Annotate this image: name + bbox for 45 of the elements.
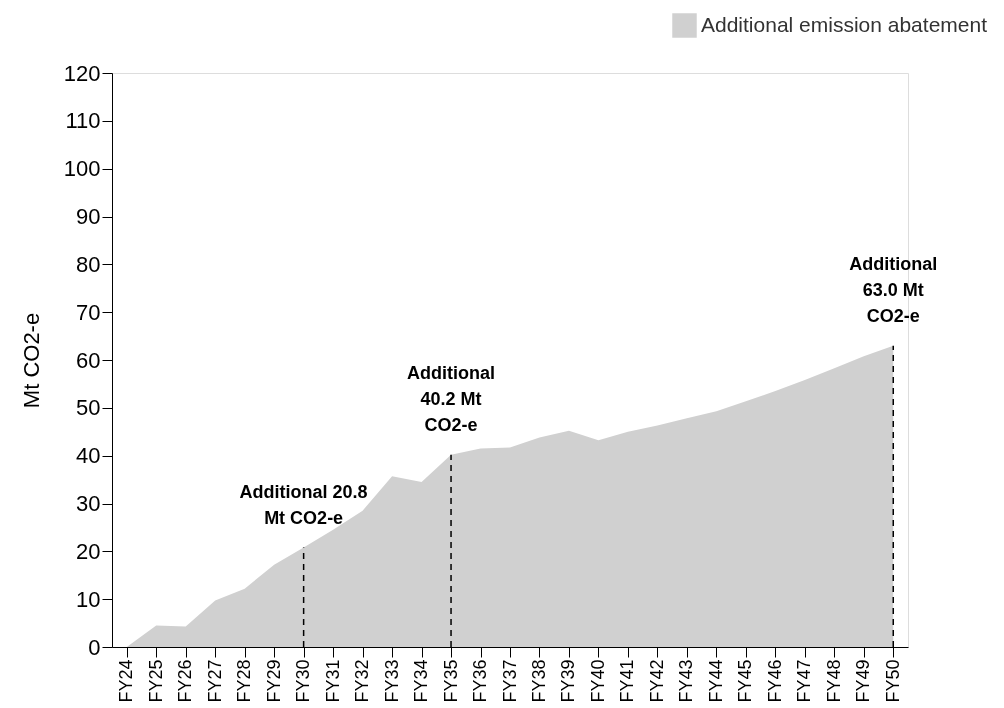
x-tick-label: FY24 bbox=[116, 659, 137, 703]
x-tick-label: FY38 bbox=[528, 659, 549, 703]
x-tick-label: FY25 bbox=[145, 659, 166, 703]
y-tick-label: 60 bbox=[76, 347, 101, 373]
y-tick-label: 70 bbox=[76, 299, 101, 325]
x-tick-label: FY42 bbox=[646, 659, 667, 703]
y-tick-label: 80 bbox=[76, 251, 101, 277]
y-tick-label: 10 bbox=[76, 586, 101, 612]
x-tick-label: FY43 bbox=[676, 659, 697, 703]
x-tick-label: FY34 bbox=[411, 659, 432, 703]
y-tick-label: 100 bbox=[63, 156, 101, 182]
y-tick-label: 40 bbox=[76, 443, 101, 469]
annotation: Additional 63.0 Mt CO2-e bbox=[849, 253, 938, 326]
x-tick-label: FY37 bbox=[499, 659, 520, 703]
x-tick-label: FY35 bbox=[440, 659, 461, 703]
x-tick-label: FY41 bbox=[617, 659, 638, 703]
x-tick-label: FY45 bbox=[735, 659, 756, 703]
x-tick-label: FY32 bbox=[352, 659, 373, 703]
legend-label: Additional emission abatement bbox=[701, 12, 988, 36]
x-tick-label: FY27 bbox=[204, 659, 225, 703]
y-tick-label: 0 bbox=[88, 634, 101, 660]
x-tick-label: FY31 bbox=[322, 659, 343, 703]
y-tick-label: 120 bbox=[63, 60, 101, 86]
x-tick-label: FY33 bbox=[381, 659, 402, 703]
x-tick-label: FY47 bbox=[794, 659, 815, 703]
x-tick-label: FY30 bbox=[293, 659, 314, 703]
x-tick-label: FY36 bbox=[470, 659, 491, 703]
y-tick-label: 30 bbox=[76, 491, 101, 516]
x-tick-label: FY26 bbox=[175, 659, 196, 703]
annotation: Additional 40.2 Mt CO2-e bbox=[407, 362, 496, 435]
y-tick-label: 90 bbox=[76, 204, 101, 229]
annotation: Additional 20.8 Mt CO2-e bbox=[239, 481, 368, 528]
x-tick-label: FY39 bbox=[558, 659, 579, 703]
x-tick-label: FY29 bbox=[263, 659, 284, 703]
x-tick-label: FY48 bbox=[823, 659, 844, 703]
x-tick-label: FY40 bbox=[587, 659, 608, 703]
y-axis-title: Mt CO2-e bbox=[18, 312, 44, 409]
x-tick-label: FY46 bbox=[764, 659, 785, 703]
y-tick-label: 50 bbox=[76, 395, 101, 421]
x-tick-label: FY44 bbox=[705, 659, 726, 703]
x-tick-label: FY50 bbox=[882, 659, 903, 703]
x-tick-label: FY28 bbox=[234, 659, 255, 703]
y-tick-label: 110 bbox=[65, 108, 101, 134]
y-tick-label: 20 bbox=[76, 538, 101, 564]
x-tick-label: FY49 bbox=[853, 659, 874, 703]
